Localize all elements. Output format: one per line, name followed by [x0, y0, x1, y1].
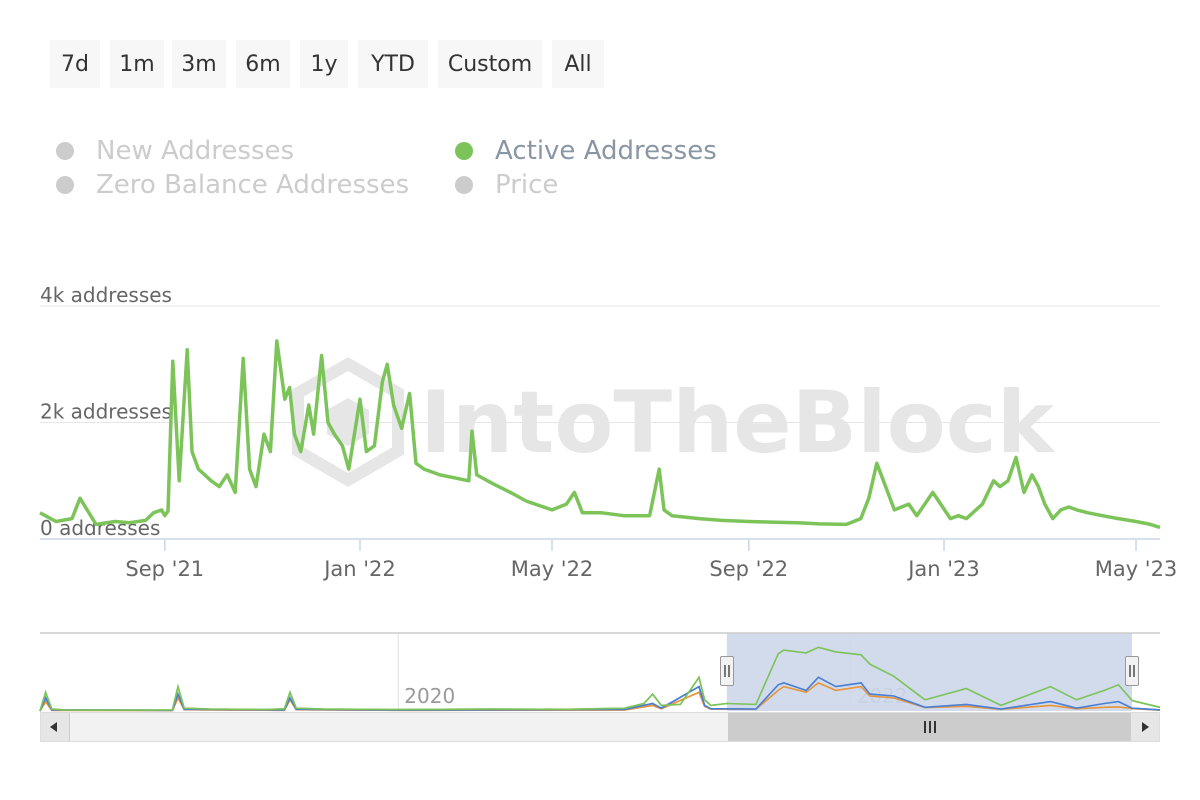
navigator: 2020 2022: [39, 632, 1161, 712]
x-axis-ticks: Sep '21 Jan '22 May '22 Sep '22 Jan '23 May '…: [125, 539, 1177, 581]
x-tick-label: May '23: [1095, 557, 1178, 581]
watermark-logo-icon: [292, 357, 404, 487]
range-6m-button[interactable]: 6m: [236, 40, 290, 88]
scrollbar-thumb[interactable]: [727, 713, 1133, 741]
navigator-right-handle[interactable]: [1125, 656, 1139, 686]
x-tick-label: May '22: [511, 557, 594, 581]
range-1m-button[interactable]: 1m: [110, 40, 164, 88]
range-3m-button[interactable]: 3m: [172, 40, 226, 88]
scroll-left-button[interactable]: [41, 713, 70, 741]
y-axis-labels: 0 addresses 2k addresses 4k addresses: [40, 283, 172, 540]
grip-icon: [727, 665, 730, 677]
grip-icon: [929, 721, 932, 733]
range-all-button[interactable]: All: [552, 40, 604, 88]
legend-label: Zero Balance Addresses: [96, 170, 410, 200]
legend-dot-icon: [56, 142, 74, 160]
y-tick-label: 0 addresses: [40, 516, 160, 540]
navigator-selected-range: [726, 633, 1132, 711]
legend-label: New Addresses: [96, 136, 295, 166]
grip-icon: [1133, 665, 1135, 677]
x-tick-label: Jan '23: [906, 557, 980, 581]
range-1y-button[interactable]: 1y: [300, 40, 348, 88]
legend-item-new-addresses[interactable]: New Addresses: [56, 134, 294, 168]
x-tick-label: Sep '21: [125, 557, 204, 581]
range-7d-button[interactable]: 7d: [50, 40, 100, 88]
navigator-line: [39, 681, 1161, 712]
scroll-right-button[interactable]: [1130, 713, 1159, 741]
legend-label: Price: [495, 170, 559, 200]
x-tick-label: Sep '22: [709, 557, 788, 581]
y-tick-label: 2k addresses: [40, 400, 172, 424]
navigator-line: [39, 676, 1161, 712]
navigator-left-handle[interactable]: [719, 656, 734, 686]
legend-dot-icon: [56, 176, 74, 194]
arrow-right-icon: [1142, 722, 1149, 732]
y-tick-label: 4k addresses: [40, 283, 172, 307]
watermark-text: IntoTheBlock: [420, 373, 1056, 473]
navigator-background: [40, 633, 1160, 711]
grip-icon: [1129, 665, 1131, 677]
grip-icon: [924, 721, 927, 733]
grid-lines: [40, 305, 1160, 423]
range-custom-button[interactable]: Custom: [438, 40, 542, 88]
grip-icon: [934, 721, 937, 733]
legend-label: Active Addresses: [495, 136, 717, 166]
navigator-series: [39, 646, 1161, 712]
arrow-left-icon: [50, 722, 57, 732]
range-ytd-button[interactable]: YTD: [358, 40, 428, 88]
navigator-tick-label: 2022: [857, 684, 908, 708]
legend-item-price[interactable]: Price: [455, 168, 558, 202]
navigator-tick-label: 2020: [404, 684, 455, 708]
navigator-line: [39, 681, 1161, 712]
navigator-line: [39, 676, 1161, 712]
legend-item-zero-balance-addresses[interactable]: Zero Balance Addresses: [56, 168, 409, 202]
legend-item-active-addresses[interactable]: Active Addresses: [455, 134, 717, 168]
navigator-series-overlay: [39, 646, 1161, 712]
navigator-line: [39, 646, 1161, 712]
x-tick-label: Jan '22: [322, 557, 396, 581]
navigator-ticks: 2020 2022: [397, 633, 908, 711]
navigator-scrollbar[interactable]: [40, 712, 1160, 742]
grip-icon: [723, 665, 726, 677]
watermark: IntoTheBlock: [292, 357, 1056, 487]
navigator-line: [39, 646, 1161, 712]
chart-legend: New Addresses Active Addresses Zero Bala…: [0, 0, 1200, 220]
series-line-active-addresses: [39, 339, 1161, 530]
legend-dot-icon: [455, 176, 473, 194]
legend-dot-icon: [455, 142, 473, 160]
